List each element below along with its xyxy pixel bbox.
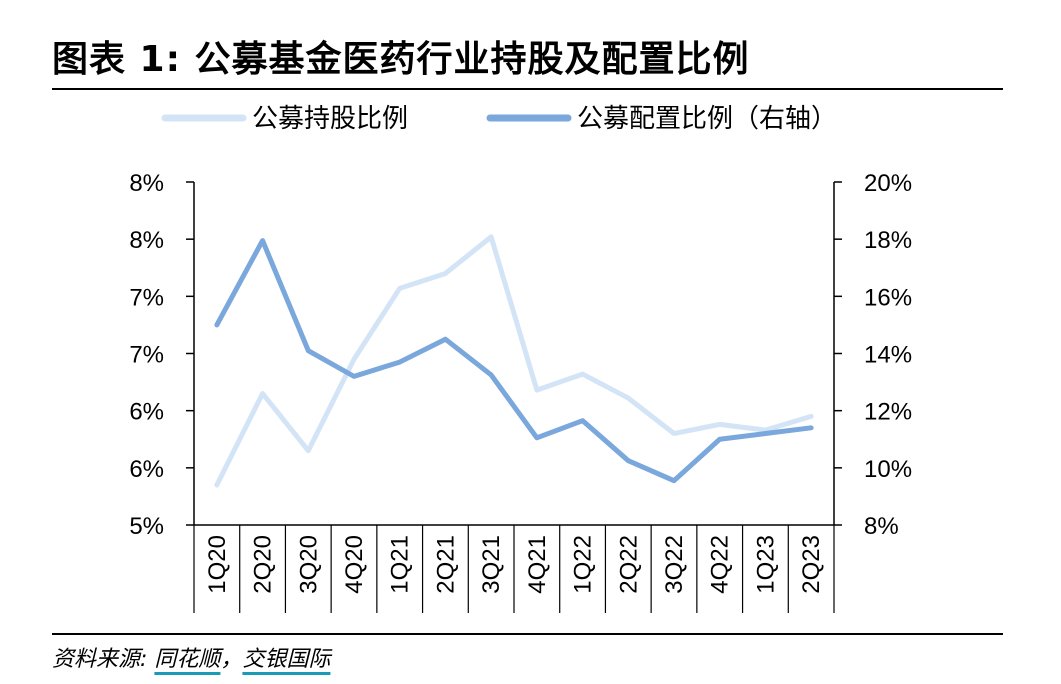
left-axis-tick-label: 8% [129,227,164,254]
left-axis-tick-label: 7% [129,284,164,311]
x-axis-tick-label: 1Q22 [570,535,597,594]
series-0-point [260,391,265,396]
x-axis-tick-label: 3Q20 [295,535,322,594]
series-1-point [580,418,585,423]
legend-label-1: 公募配置比例（右轴） [577,104,837,134]
x-axis-tick-label: 4Q20 [341,535,368,594]
legend-label-0: 公募持股比例 [252,104,408,134]
series-0-point [306,448,311,453]
series-line-1 [214,238,814,484]
chart-title: 图表 1: 公募基金医药行业持股及配置比例 [52,39,750,80]
series-line-0 [214,234,814,488]
series-1-point [443,337,448,342]
source-separator: ， [220,647,243,672]
series-0-point [489,234,494,239]
series-1-point [352,374,356,379]
source-note: 资料来源: 同花顺，交银国际 [52,641,330,673]
left-axis-tick-label: 6% [129,456,164,483]
left-axis-tick-label: 6% [129,399,164,426]
series-1-point [260,238,265,243]
series-1-point [306,348,311,353]
right-axis-tick-label: 16% [864,284,912,311]
series-1-point [672,478,676,483]
series-0-point [672,431,676,436]
series-1-point [214,322,219,327]
x-axis-tick-label: 1Q20 [204,535,231,594]
x-axis-tick-label: 2Q20 [250,535,277,594]
right-axis-tick-label: 8% [864,513,899,540]
series-1-point [626,458,631,463]
series-layer [214,234,814,488]
x-axis-tick-label: 1Q23 [752,535,779,594]
source-item-tonghuashun[interactable]: 同花顺 [154,647,221,672]
series-1-point [489,372,494,377]
series-0-point [717,422,722,427]
x-axis-tick-label: 3Q21 [478,535,505,594]
right-axis-tick-label: 20% [864,170,912,197]
x-axis-tick-label: 2Q23 [798,535,825,594]
x-axis-tick-label: 4Q21 [524,535,551,594]
series-0-point [534,388,539,393]
series-0-point [397,286,402,291]
series-1-point [397,360,402,365]
series-1-point [763,431,768,436]
series-0-point [214,482,219,487]
legend: 公募持股比例 公募配置比例（右轴） [161,104,837,134]
left-axis-tick-label: 5% [129,513,164,540]
left-axis-tick-label: 8% [129,170,164,197]
right-axis-tick-label: 10% [864,456,912,483]
series-0-point [580,372,585,377]
series-0-point [809,414,814,419]
left-axis-tick-label: 7% [129,342,164,369]
source-item-bocom[interactable]: 交银国际 [242,647,331,672]
x-axis-tick-label: 1Q21 [387,535,414,594]
source-divider [52,633,1003,635]
axes: 5% 6% 6% 7% 7% 8% 8% 8% 10% 12% 14% 16% 18% 20% 1Q20 2Q… [129,170,912,613]
x-axis-tick-label: 3Q22 [661,535,688,594]
x-axis-tick-label: 4Q22 [707,535,734,594]
right-axis-tick-label: 14% [864,342,912,369]
right-axis-tick-label: 18% [864,227,912,254]
series-1-point [534,435,539,440]
series-1-point [717,437,722,442]
series-0-point [352,357,356,362]
source-prefix: 资料来源: [52,647,155,672]
x-axis-tick-label: 2Q21 [432,535,459,594]
series-1-point [809,425,814,430]
right-axis-tick-label: 12% [864,399,912,426]
series-0-point [443,271,448,276]
x-axis-tick-label: 2Q22 [615,535,642,594]
series-0-point [626,396,631,401]
title-divider [52,88,1003,90]
